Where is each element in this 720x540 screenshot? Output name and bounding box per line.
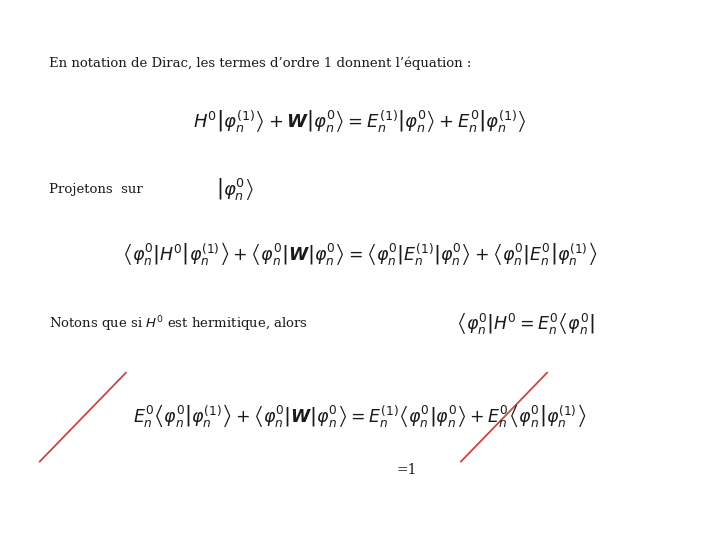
Text: $E_n^0\left\langle\varphi_n^0\middle|\varphi_n^{(1)}\right\rangle+\left\langle\v: $E_n^0\left\langle\varphi_n^0\middle|\va… (133, 402, 587, 429)
Text: $\left\langle\varphi_n^0\right|\boldsymbol{H^0}\left|\varphi_n^{(1)}\right\rangl: $\left\langle\varphi_n^0\right|\boldsymb… (122, 240, 598, 267)
Text: En notation de Dirac, les termes d’ordre 1 donnent l’équation :: En notation de Dirac, les termes d’ordre… (49, 57, 472, 70)
Text: $\left|\varphi_n^0\right\rangle$: $\left|\varphi_n^0\right\rangle$ (216, 176, 254, 202)
Text: $\left\langle\varphi_n^0\right|H^0=E_n^0\left\langle\varphi_n^0\right|$: $\left\langle\varphi_n^0\right|H^0=E_n^0… (456, 312, 595, 336)
Text: $\boldsymbol{H^0}\left|\varphi_n^{(1)}\right\rangle+\boldsymbol{W}\left|\varphi_: $\boldsymbol{H^0}\left|\varphi_n^{(1)}\r… (193, 109, 527, 134)
Text: Notons que si $\boldsymbol{H^0}$ est hermitique, alors: Notons que si $\boldsymbol{H^0}$ est her… (49, 314, 308, 334)
Text: =1: =1 (397, 463, 417, 477)
Text: Projetons  sur: Projetons sur (49, 183, 143, 195)
